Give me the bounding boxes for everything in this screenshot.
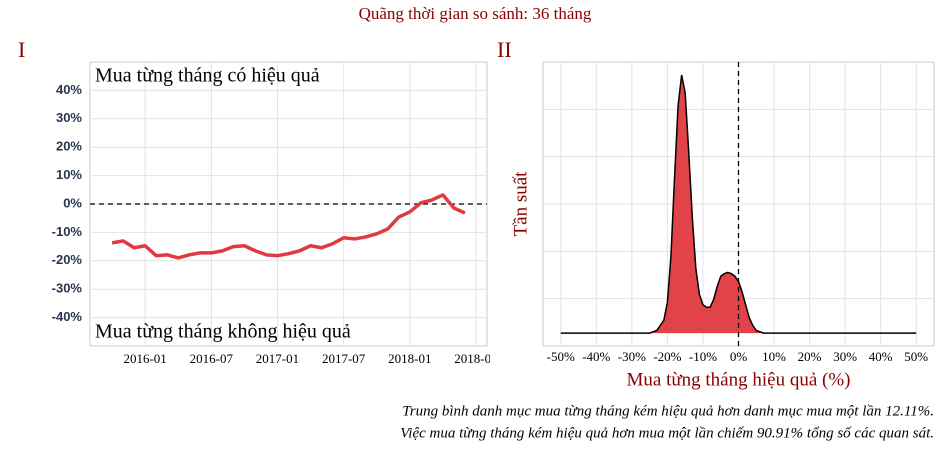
x-tick-label: 30% — [833, 349, 857, 364]
y-tick-label: -10% — [52, 224, 83, 239]
y-tick-label: 30% — [56, 110, 82, 125]
y-tick-label: -30% — [52, 281, 83, 296]
x-tick-label: 2016-07 — [190, 351, 234, 366]
annotation: Mua từng tháng có hiệu quả — [95, 65, 320, 87]
chart-title: Quãng thời gian so sánh: 36 tháng — [359, 4, 592, 23]
panel-label: I — [18, 37, 25, 62]
y-tick-label: 20% — [56, 139, 82, 154]
footnote: Trung bình danh mục mua từng tháng kém h… — [402, 403, 934, 419]
x-tick-label: 0% — [730, 349, 748, 364]
x-tick-label: 20% — [798, 349, 822, 364]
x-tick-label: -20% — [653, 349, 681, 364]
panel-label: II — [497, 37, 512, 62]
x-tick-label: 40% — [869, 349, 893, 364]
x-tick-label: -30% — [618, 349, 646, 364]
footnote: Việc mua từng tháng kém hiệu quả hơn mua… — [400, 425, 934, 441]
data-line — [111, 193, 466, 260]
x-tick-label: -50% — [547, 349, 575, 364]
x-tick-label: 2016-01 — [123, 351, 166, 366]
y-tick-label: 40% — [56, 82, 82, 97]
x-tick-label: 2017-07 — [322, 351, 366, 366]
y-axis-label: Tần suất — [510, 171, 531, 237]
y-tick-label: 10% — [56, 167, 82, 182]
y-tick-label: -40% — [52, 309, 83, 324]
y-tick-label: 0% — [63, 195, 82, 210]
x-tick-label: -40% — [582, 349, 610, 364]
density-line — [560, 74, 917, 334]
x-tick-label: 10% — [762, 349, 786, 364]
annotation: Mua từng tháng không hiệu quả — [95, 321, 351, 343]
x-tick-label: -10% — [689, 349, 717, 364]
x-axis-label: Mua từng tháng hiệu quả (%) — [627, 369, 851, 390]
x-tick-label: 2018-07 — [454, 351, 498, 366]
x-tick-label: 2017-01 — [256, 351, 299, 366]
y-tick-label: -20% — [52, 252, 83, 267]
x-tick-label: 50% — [904, 349, 928, 364]
x-tick-labels: 2016-01 2016-07 2017-01 2017-07 2018-01 2018-… — [123, 351, 498, 366]
x-tick-label: 2018-01 — [388, 351, 431, 366]
